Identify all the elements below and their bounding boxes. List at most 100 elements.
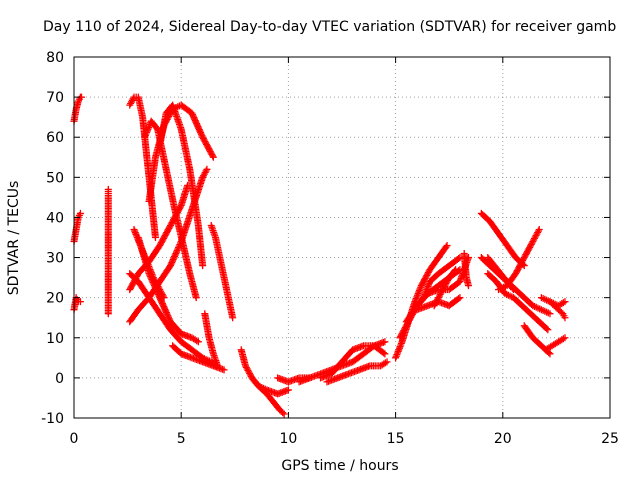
data-point-interp bbox=[193, 121, 201, 129]
series-arc-22 bbox=[323, 358, 391, 386]
data-point-interp bbox=[157, 297, 165, 305]
data-point bbox=[242, 362, 250, 370]
data-point bbox=[464, 254, 472, 262]
series-arc-28 bbox=[430, 266, 460, 310]
series-arc-16 bbox=[201, 310, 222, 370]
series-arc-32 bbox=[484, 270, 552, 334]
data-point-interp bbox=[158, 298, 166, 306]
data-point-interp bbox=[189, 111, 197, 119]
data-point-interp bbox=[171, 251, 179, 259]
data-point bbox=[561, 298, 569, 306]
data-point-interp bbox=[202, 167, 210, 175]
data-point-interp bbox=[168, 257, 176, 265]
data-point-interp bbox=[154, 291, 162, 299]
x-tick-labels: 0 5 10 15 20 25 bbox=[70, 431, 619, 447]
data-point-interp bbox=[534, 228, 542, 236]
y-tick-label: 70 bbox=[46, 90, 64, 106]
series-arc-38 bbox=[546, 298, 569, 322]
data-point bbox=[535, 225, 543, 233]
y-tick-label: 20 bbox=[46, 291, 64, 307]
data-point bbox=[199, 262, 207, 270]
series-arc-11 bbox=[141, 117, 200, 302]
data-point bbox=[443, 242, 451, 250]
series-arc-29 bbox=[460, 250, 472, 290]
x-tick-label: 25 bbox=[601, 431, 619, 447]
data-point bbox=[381, 350, 389, 358]
data-point-interp bbox=[164, 312, 172, 320]
y-tick-labels: -10 0 10 20 30 40 50 60 70 80 bbox=[41, 50, 64, 427]
y-tick-label: 10 bbox=[46, 331, 64, 347]
data-point-interp bbox=[442, 280, 450, 288]
data-point-interp bbox=[146, 271, 154, 279]
series-arc-34 bbox=[495, 225, 543, 294]
data-point-interp bbox=[170, 254, 178, 262]
x-tick-label: 15 bbox=[387, 431, 405, 447]
data-point-interp bbox=[194, 123, 202, 131]
data-point-interp bbox=[440, 284, 448, 292]
data-point bbox=[203, 165, 211, 173]
data-point bbox=[510, 286, 518, 294]
data-point-interp bbox=[155, 292, 163, 300]
data-point-interp bbox=[153, 288, 161, 296]
data-point-interp bbox=[279, 409, 287, 417]
series-arc-21 bbox=[317, 342, 389, 382]
data-point bbox=[381, 338, 389, 346]
data-point bbox=[456, 254, 464, 262]
data-point-interp bbox=[193, 337, 201, 345]
data-point bbox=[192, 294, 200, 302]
data-point bbox=[544, 326, 552, 334]
data-point-interp bbox=[193, 120, 201, 128]
data-point-interp bbox=[533, 230, 541, 238]
data-point-interp bbox=[174, 245, 182, 253]
series-arc-12 bbox=[134, 234, 202, 346]
data-point bbox=[145, 270, 153, 278]
series-arc-04 bbox=[104, 185, 112, 318]
y-tick-label: -10 bbox=[41, 411, 64, 427]
data-point-interp bbox=[559, 299, 567, 307]
data-point-interp bbox=[164, 313, 172, 321]
series-arc-07 bbox=[126, 181, 192, 294]
data-point-interp bbox=[380, 349, 388, 357]
data-point-interp bbox=[443, 278, 451, 286]
data-point bbox=[194, 338, 202, 346]
data-point bbox=[104, 310, 112, 318]
x-axis-label: GPS time / hours bbox=[281, 458, 398, 474]
plot-frame bbox=[73, 56, 611, 419]
data-point-interp bbox=[149, 279, 157, 287]
data-points bbox=[70, 93, 569, 418]
data-point-interp bbox=[147, 274, 155, 282]
data-point-interp bbox=[162, 307, 170, 315]
data-point bbox=[452, 266, 460, 274]
data-point-interp bbox=[189, 112, 197, 120]
data-point bbox=[156, 294, 164, 302]
data-point-interp bbox=[244, 366, 252, 374]
data-point-interp bbox=[151, 283, 159, 291]
series-arc-20 bbox=[295, 338, 389, 386]
data-point-interp bbox=[442, 243, 450, 251]
x-tick-label: 0 bbox=[70, 431, 79, 447]
data-point-interp bbox=[246, 371, 254, 379]
y-tick-label: 30 bbox=[46, 251, 64, 267]
data-point-interp bbox=[190, 114, 198, 122]
data-point-interp bbox=[246, 369, 254, 377]
y-tick-label: 40 bbox=[46, 210, 64, 226]
data-point bbox=[383, 358, 391, 366]
series-arc-36 bbox=[542, 334, 569, 354]
data-point-interp bbox=[161, 306, 169, 314]
data-point bbox=[214, 362, 222, 370]
data-point-interp bbox=[530, 235, 538, 243]
data-point-interp bbox=[197, 129, 205, 137]
data-point-interp bbox=[152, 285, 160, 293]
y-tick-label: 0 bbox=[55, 371, 64, 387]
data-point bbox=[529, 238, 537, 246]
data-point-interp bbox=[455, 255, 463, 263]
data-point bbox=[439, 286, 447, 294]
data-point-interp bbox=[148, 277, 156, 285]
data-point-interp bbox=[173, 247, 181, 255]
data-point bbox=[546, 350, 554, 358]
data-point-interp bbox=[156, 295, 164, 303]
y-tick-label: 80 bbox=[46, 50, 64, 66]
data-point-interp bbox=[197, 130, 205, 138]
y-axis-label: SDTVAR / TECUs bbox=[6, 181, 22, 296]
data-point bbox=[209, 153, 217, 161]
